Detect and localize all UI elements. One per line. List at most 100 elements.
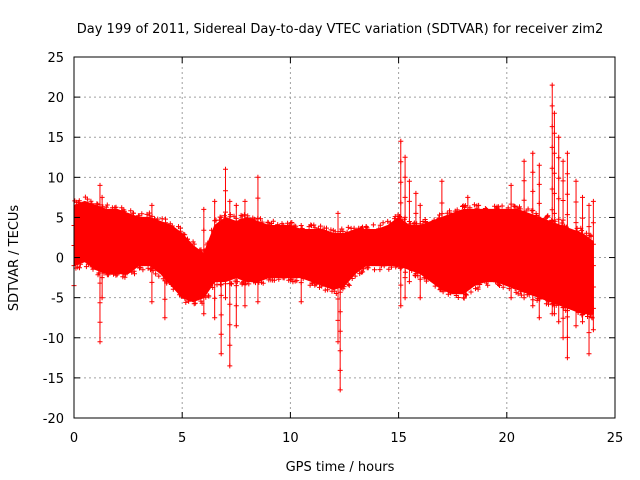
spike-point (337, 289, 343, 295)
data-point (563, 224, 569, 230)
data-point (370, 222, 376, 228)
spike-point (556, 298, 562, 304)
data-point (332, 229, 338, 235)
data-point (499, 203, 505, 209)
data-point (289, 276, 295, 282)
data-point (191, 241, 197, 247)
spike-point (551, 170, 557, 176)
data-point (114, 272, 120, 278)
spike-point (536, 220, 542, 225)
data-point (77, 261, 83, 267)
spike-point (573, 282, 579, 287)
data-point (250, 215, 256, 221)
spike-point (398, 200, 404, 206)
data-point (218, 281, 223, 287)
spike-point (564, 334, 570, 340)
spike-point (521, 217, 527, 223)
data-point (83, 264, 89, 270)
spike-point (530, 265, 536, 271)
data-point (209, 227, 215, 233)
spike-point (413, 251, 419, 256)
data-point (185, 236, 190, 242)
spike-point (551, 130, 557, 136)
spike-point (549, 144, 555, 150)
spike-point (227, 301, 233, 307)
spike-point (337, 328, 343, 334)
data-point (309, 223, 314, 229)
spike-point (97, 319, 103, 325)
data-point (239, 280, 245, 286)
spike-top-point (521, 158, 527, 164)
spike-point (551, 291, 557, 297)
data-point (389, 264, 394, 270)
spike-point (439, 222, 445, 228)
data-point (340, 228, 346, 234)
spike-bottom-point (335, 339, 341, 345)
spike-point (227, 281, 233, 287)
data-point (500, 284, 506, 290)
spike-bottom-point (536, 315, 542, 321)
data-point (77, 265, 82, 271)
spike-point (398, 241, 404, 247)
spike-top-point (536, 162, 542, 168)
spike-point (212, 257, 218, 263)
data-point (153, 271, 159, 277)
spike-point (218, 331, 224, 337)
spike-point (573, 220, 579, 226)
data-point (105, 272, 111, 278)
spike-point (521, 256, 527, 262)
spike-top-point (298, 223, 304, 228)
spike-point (508, 257, 514, 263)
x-tick-label: 25 (607, 431, 624, 446)
spike-point (149, 279, 155, 285)
y-tick-label: -10 (43, 332, 64, 347)
data-point (475, 285, 481, 291)
spike-point (560, 256, 566, 262)
data-point (307, 282, 313, 288)
data-point (129, 269, 135, 275)
spike-point (406, 198, 412, 204)
spike-point (564, 273, 570, 279)
data-point (137, 264, 143, 270)
spike-bottom-point (212, 315, 218, 321)
spike-bottom-point (97, 339, 103, 345)
spike-top-point (586, 202, 592, 208)
spike-point (398, 262, 404, 268)
spike-point (149, 222, 155, 228)
spike-point (556, 216, 562, 222)
spike-point (521, 275, 527, 281)
spike-top-point (564, 150, 570, 156)
spike-point (439, 243, 445, 249)
spike-point (149, 241, 155, 247)
spike-top-point (223, 166, 228, 172)
spike-bottom-point (551, 311, 557, 317)
spike-point (590, 220, 596, 226)
spike-bottom-point (402, 295, 408, 301)
spike-top-point (508, 182, 514, 188)
y-tick-label: -20 (43, 412, 64, 427)
spike-point (573, 302, 579, 308)
y-tick-label: 25 (47, 51, 64, 66)
spike-point (242, 282, 248, 288)
spike-point (465, 216, 471, 222)
spike-point (413, 231, 419, 236)
data-point (163, 220, 169, 226)
data-point (346, 282, 352, 288)
spike-point (417, 276, 423, 282)
data-point (311, 222, 317, 228)
spike-point (298, 242, 304, 247)
data-point (204, 242, 210, 248)
spike-point (337, 348, 343, 354)
data-point (471, 202, 477, 208)
spike-point (233, 243, 239, 248)
spike-point (99, 235, 105, 240)
data-point (387, 220, 393, 226)
spike-point (586, 245, 592, 251)
data-point (89, 264, 95, 270)
data-point (238, 212, 244, 218)
spike-point (406, 239, 412, 244)
data-point (512, 204, 518, 210)
data-point (574, 228, 580, 234)
spike-bottom-point (337, 387, 343, 393)
